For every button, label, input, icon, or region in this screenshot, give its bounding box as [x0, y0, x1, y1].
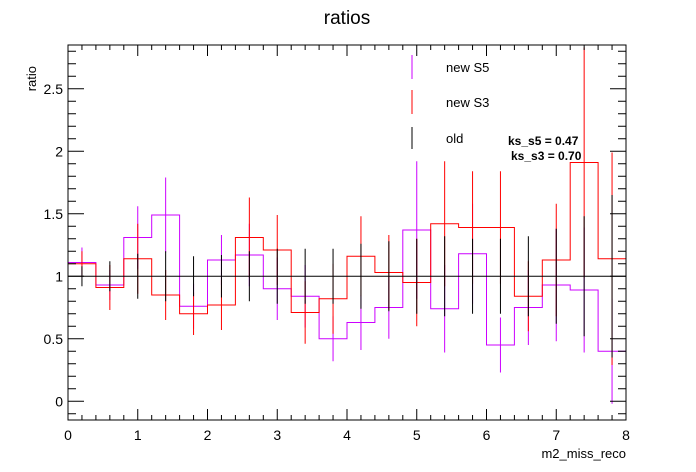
x-tick-label: 6 [483, 427, 491, 443]
x-tick-label: 4 [343, 427, 351, 443]
x-tick-label: 2 [204, 427, 212, 443]
plot-frame [67, 44, 627, 421]
ks-s5-annotation: ks_s5 = 0.47 [508, 134, 579, 148]
y-tick-label: 1 [55, 268, 63, 284]
x-tick-label: 5 [413, 427, 421, 443]
chart-title: ratios [324, 8, 370, 29]
legend-label-new-s3: new S3 [446, 95, 489, 110]
y-axis-label: ratio [24, 66, 39, 91]
y-tick-label: 2 [55, 143, 63, 159]
y-tick-label: 1.5 [44, 206, 64, 222]
legend: new S5 new S3 old [411, 55, 489, 149]
axes-layer: 0 1 2 3 4 5 6 7 8 0 0.5 1 1.5 2 2.5 [44, 45, 630, 443]
y-tick-label: 0 [55, 393, 63, 409]
ks-s3-annotation: ks_s3 = 0.70 [511, 149, 582, 163]
legend-label-old: old [446, 131, 463, 146]
x-tick-label: 1 [134, 427, 142, 443]
y-tick-label: 2.5 [44, 81, 64, 97]
x-tick-label: 8 [622, 427, 630, 443]
x-tick-label: 3 [273, 427, 281, 443]
series-layer [68, 47, 626, 404]
legend-label-new-s5: new S5 [446, 60, 489, 75]
series-line-new-s3 [68, 162, 626, 315]
y-tick-label: 0.5 [44, 331, 64, 347]
x-tick-label: 7 [552, 427, 560, 443]
x-tick-label: 0 [64, 427, 72, 443]
x-axis-label: m2_miss_reco [541, 446, 626, 461]
